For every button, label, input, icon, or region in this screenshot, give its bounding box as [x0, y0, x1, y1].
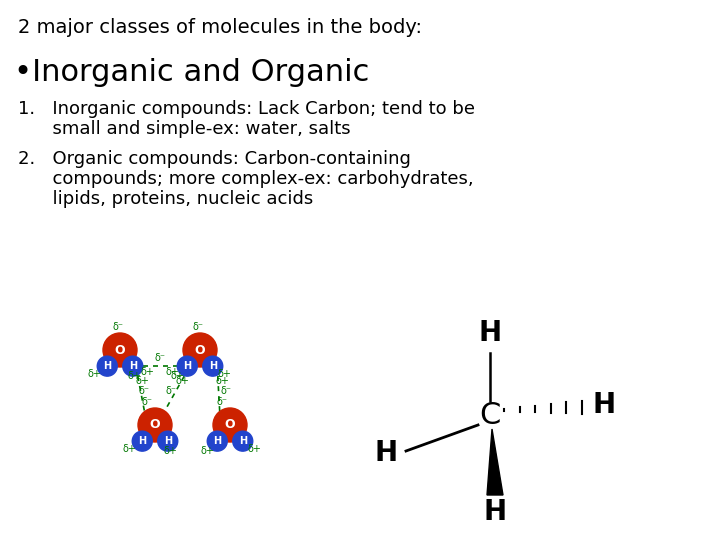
- Text: 2 major classes of molecules in the body:: 2 major classes of molecules in the body…: [18, 18, 422, 37]
- Circle shape: [233, 431, 253, 451]
- Text: compounds; more complex-ex: carbohydrates,: compounds; more complex-ex: carbohydrate…: [18, 170, 474, 188]
- Polygon shape: [487, 429, 503, 495]
- Text: δ⁻: δ⁻: [155, 353, 166, 363]
- Text: H: H: [183, 361, 192, 371]
- Circle shape: [213, 408, 247, 442]
- Text: δ⁻: δ⁻: [138, 386, 149, 396]
- Text: δ+: δ+: [87, 369, 102, 379]
- Text: •Inorganic and Organic: •Inorganic and Organic: [14, 58, 369, 87]
- Text: H: H: [129, 361, 137, 371]
- Text: δ⁻: δ⁻: [217, 397, 228, 407]
- Text: 1.   Inorganic compounds: Lack Carbon; tend to be: 1. Inorganic compounds: Lack Carbon; ten…: [18, 100, 475, 118]
- Circle shape: [183, 333, 217, 367]
- Text: δ+: δ+: [200, 446, 214, 456]
- Text: H: H: [478, 319, 502, 347]
- Text: δ+: δ+: [122, 444, 136, 454]
- Text: δ⁻: δ⁻: [221, 386, 232, 396]
- Text: δ+: δ+: [216, 376, 230, 386]
- Text: δ+: δ+: [141, 367, 155, 377]
- Circle shape: [97, 356, 117, 376]
- Text: O: O: [150, 418, 161, 431]
- Text: O: O: [194, 343, 205, 356]
- Text: δ+: δ+: [175, 376, 189, 386]
- Text: H: H: [138, 436, 146, 446]
- Text: H: H: [483, 498, 507, 526]
- Text: 2.   Organic compounds: Carbon-containing: 2. Organic compounds: Carbon-containing: [18, 150, 411, 168]
- Text: δ+: δ+: [218, 369, 232, 379]
- Text: C: C: [480, 401, 500, 429]
- Text: δ+: δ+: [166, 367, 179, 377]
- Text: H: H: [593, 391, 616, 419]
- Text: small and simple-ex: water, salts: small and simple-ex: water, salts: [18, 120, 351, 138]
- Text: δ+: δ+: [128, 371, 142, 381]
- Circle shape: [207, 431, 228, 451]
- Text: H: H: [213, 436, 221, 446]
- Circle shape: [158, 431, 178, 451]
- Text: H: H: [374, 439, 397, 467]
- Circle shape: [132, 431, 152, 451]
- Text: O: O: [225, 418, 235, 431]
- Text: δ⁻: δ⁻: [166, 386, 176, 396]
- Text: H: H: [103, 361, 112, 371]
- Text: δ+: δ+: [136, 376, 150, 386]
- Circle shape: [177, 356, 197, 376]
- Text: lipids, proteins, nucleic acids: lipids, proteins, nucleic acids: [18, 190, 313, 208]
- Text: δ⁻: δ⁻: [112, 322, 124, 332]
- Text: H: H: [163, 436, 172, 446]
- Circle shape: [138, 408, 172, 442]
- Circle shape: [103, 333, 137, 367]
- Circle shape: [203, 356, 222, 376]
- Text: δ+: δ+: [164, 446, 178, 456]
- Text: O: O: [114, 343, 125, 356]
- Text: δ⁻: δ⁻: [142, 397, 153, 407]
- Circle shape: [122, 356, 143, 376]
- Text: H: H: [239, 436, 247, 446]
- Text: δ+: δ+: [171, 371, 184, 381]
- Text: δ+: δ+: [248, 444, 261, 454]
- Text: δ⁻: δ⁻: [192, 322, 204, 332]
- Text: H: H: [209, 361, 217, 371]
